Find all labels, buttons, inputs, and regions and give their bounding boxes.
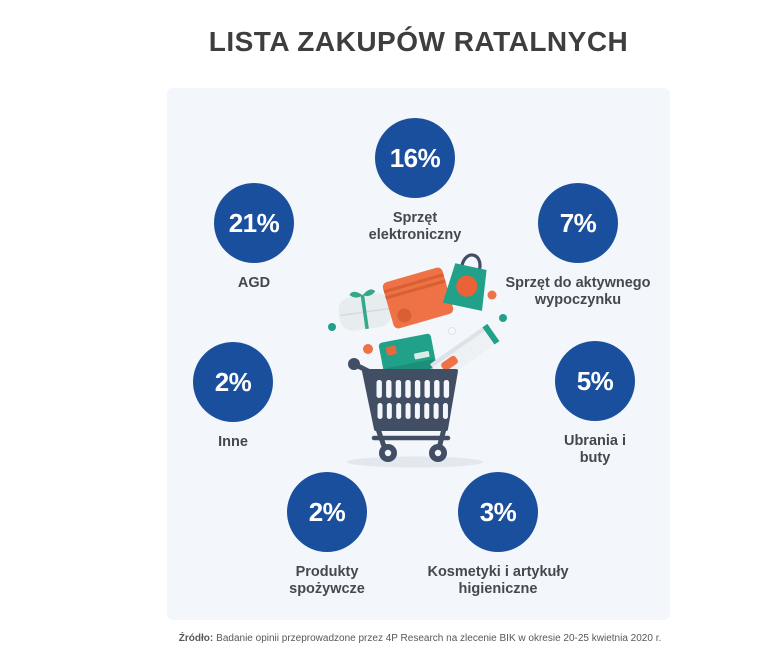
wallet-icon xyxy=(382,267,454,329)
stat-label: Sprzęt do aktywnego wypoczynku xyxy=(505,275,651,309)
page-title: LISTA ZAKUPÓW RATALNYCH xyxy=(208,26,629,57)
percentage-badge: 16% xyxy=(375,118,455,198)
stat-produkty-spozywcze: 2% Produkty spożywcze xyxy=(272,472,382,598)
decor-dots xyxy=(328,290,507,354)
stat-value: 2% xyxy=(308,496,346,527)
credit-card-icon xyxy=(378,333,437,378)
stat-kosmetyki-i-artykuly: 3% Kosmetyki i artykuły higieniczne xyxy=(405,472,591,598)
shopping-bag-icon xyxy=(442,253,487,311)
stat-sprzet-elektroniczny: 16% Sprzęt elektroniczny xyxy=(350,118,480,244)
infographic-panel: 16% Sprzęt elektroniczny 21% AGD 7% Sprz… xyxy=(167,88,670,620)
stat-agd: 21% AGD xyxy=(214,183,294,292)
source-note: Źródło: Badanie opinii przeprowadzone prz… xyxy=(100,633,740,644)
percentage-badge: 3% xyxy=(458,472,538,552)
percentage-badge: 5% xyxy=(555,341,635,421)
stat-ubrania-i-buty: 5% Ubrania i buty xyxy=(555,341,635,467)
stat-value: 5% xyxy=(576,365,614,396)
stat-label: Ubrania i buty xyxy=(563,433,627,467)
stat-inne: 2% Inne xyxy=(193,342,273,451)
source-prefix: Źródło: xyxy=(178,633,214,644)
stat-label: Kosmetyki i artykuły higieniczne xyxy=(427,564,569,598)
stat-sprzet-do-aktywnego-wypoczynku: 7% Sprzęt do aktywnego wypoczynku xyxy=(492,183,664,309)
stat-value: 7% xyxy=(559,207,597,238)
package-box-icon xyxy=(430,323,500,381)
stat-value: 16% xyxy=(389,142,441,173)
gift-box-icon xyxy=(338,289,392,331)
shopping-cart-illustration xyxy=(328,253,507,468)
percentage-badge: 2% xyxy=(193,342,273,422)
stat-label: AGD xyxy=(237,275,271,291)
source-text: Badanie opinii przeprowadzone przez 4P R… xyxy=(216,633,662,644)
shopping-cart-icon xyxy=(348,358,458,462)
percentage-badge: 2% xyxy=(287,472,367,552)
stat-value: 21% xyxy=(228,207,280,238)
percentage-badge: 21% xyxy=(214,183,294,263)
stat-label: Sprzęt elektroniczny xyxy=(368,210,462,244)
stat-value: 2% xyxy=(214,366,252,397)
stat-value: 3% xyxy=(479,496,517,527)
percentage-badge: 7% xyxy=(538,183,618,263)
stat-label: Inne xyxy=(218,434,248,450)
cart-shadow xyxy=(347,456,483,468)
stat-label: Produkty spożywcze xyxy=(289,564,365,598)
